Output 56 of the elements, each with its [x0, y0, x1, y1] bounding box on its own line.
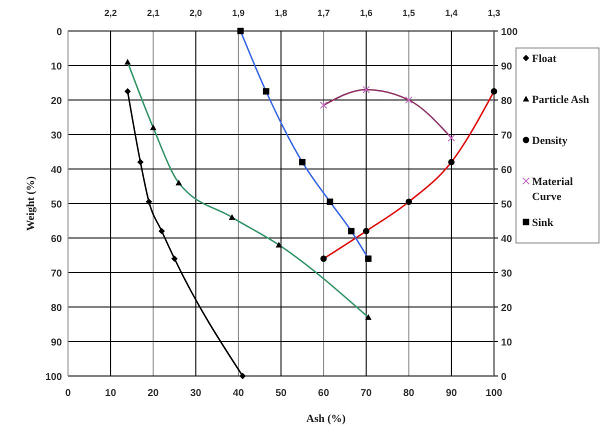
y-tick-label: 50 — [50, 200, 62, 210]
y2-tick-label: 20 — [501, 303, 513, 314]
y-tick-label: 80 — [50, 303, 62, 314]
legend-label: Density — [532, 135, 568, 147]
x-axis-title: Ash (%) — [306, 413, 346, 425]
y2-tick-label: 60 — [501, 165, 513, 176]
x2-tick-label: 1,8 — [274, 8, 288, 18]
point — [158, 228, 165, 234]
y-tick-label: 60 — [50, 234, 62, 245]
y-tick-label: 40 — [50, 165, 62, 176]
x2-tick-label: 1,9 — [232, 8, 245, 18]
x-tick-label: 50 — [275, 388, 287, 399]
x-tick-label: 80 — [403, 388, 415, 399]
point — [124, 88, 131, 95]
y-tick-label: 90 — [50, 338, 62, 348]
point — [146, 198, 152, 205]
y2-tick-label: 10 — [501, 338, 513, 348]
x2-tick-label: 1,5 — [402, 8, 416, 18]
point — [239, 372, 246, 380]
x2-tick-label: 2,2 — [104, 8, 117, 18]
y2-tick-label: 80 — [501, 96, 513, 107]
y-tick-label: 30 — [50, 130, 62, 142]
y-tick-label: 100 — [45, 372, 62, 383]
x-tick-label: 40 — [232, 388, 244, 399]
legend-label: Material Curve — [532, 176, 573, 203]
x-tick-label: 90 — [446, 388, 458, 399]
x2-tick-label: 1,4 — [445, 8, 458, 18]
x-tick-label: 10 — [105, 388, 117, 399]
legend-label: Float — [532, 53, 557, 65]
x2-tick-label: 1,3 — [488, 8, 500, 18]
y2-tick-label: 40 — [501, 234, 513, 245]
y-tick-label: 10 — [50, 62, 62, 72]
x-tick-label: 70 — [360, 388, 372, 399]
x-tick-label: 30 — [190, 388, 202, 399]
point — [137, 158, 144, 166]
x2-tick-label: 2,1 — [146, 8, 160, 18]
y-tick-label: 70 — [50, 268, 62, 280]
y-tick-label: 0 — [56, 27, 62, 38]
x2-tick-label: 1,6 — [360, 8, 372, 18]
y-tick-label: 20 — [50, 96, 62, 107]
x-tick-label: 100 — [486, 388, 503, 399]
legend-label: Particle Ash — [532, 94, 590, 106]
x2-tick-label: 2,0 — [190, 8, 202, 18]
point — [171, 256, 178, 262]
x2-tick-label: 1,7 — [317, 8, 330, 18]
y2-tick-label: 90 — [501, 62, 513, 72]
y2-tick-label: 0 — [501, 372, 507, 383]
y2-tick-label: 100 — [501, 27, 518, 38]
y-axis-title: Weight (%) — [25, 176, 37, 231]
legend-label: Sink — [532, 217, 554, 229]
y2-tick-label: 70 — [501, 130, 513, 142]
y2-tick-label: 30 — [501, 268, 513, 280]
y2-tick-label: 50 — [501, 200, 513, 210]
x-tick-label: 0 — [65, 388, 72, 399]
x-tick-label: 20 — [148, 388, 160, 399]
x-tick-label: 60 — [318, 388, 330, 399]
